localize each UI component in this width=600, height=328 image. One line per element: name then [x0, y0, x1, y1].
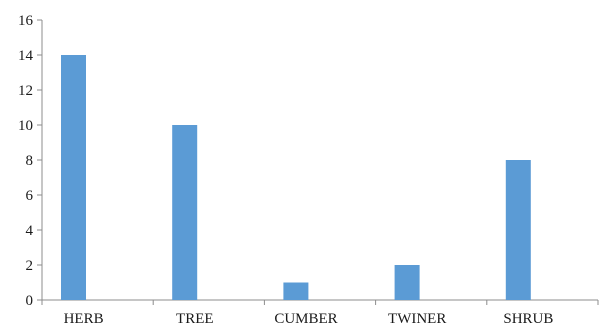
x-tick-label: HERB [64, 311, 104, 327]
bar-twiner [394, 265, 420, 300]
x-tick-label: TREE [176, 311, 214, 327]
x-ticks [41, 300, 599, 305]
y-tick-label: 10 [18, 118, 33, 134]
y-tick-label: 6 [26, 188, 34, 204]
y-tick-label: 12 [18, 83, 33, 99]
bar-cumber [283, 282, 309, 300]
x-tick-label: TWINER [388, 311, 446, 327]
bar-shrub [505, 160, 531, 300]
y-tick-label: 4 [26, 223, 34, 239]
bar-tree [172, 125, 198, 300]
x-tick-label: SHRUB [503, 311, 553, 327]
y-tick-label: 14 [18, 48, 34, 64]
y-tick-label: 0 [26, 293, 34, 309]
bars [61, 55, 531, 300]
x-tick-labels: HERB TREE CUMBER TWINER SHRUB [64, 311, 554, 327]
bar-herb [61, 55, 86, 300]
y-tick-label: 2 [26, 258, 34, 274]
y-tick-label: 8 [26, 153, 34, 169]
y-tick-label: 16 [18, 13, 34, 29]
x-tick-label: CUMBER [274, 311, 337, 327]
y-ticks: 0 2 4 6 8 10 12 14 16 [18, 13, 42, 309]
